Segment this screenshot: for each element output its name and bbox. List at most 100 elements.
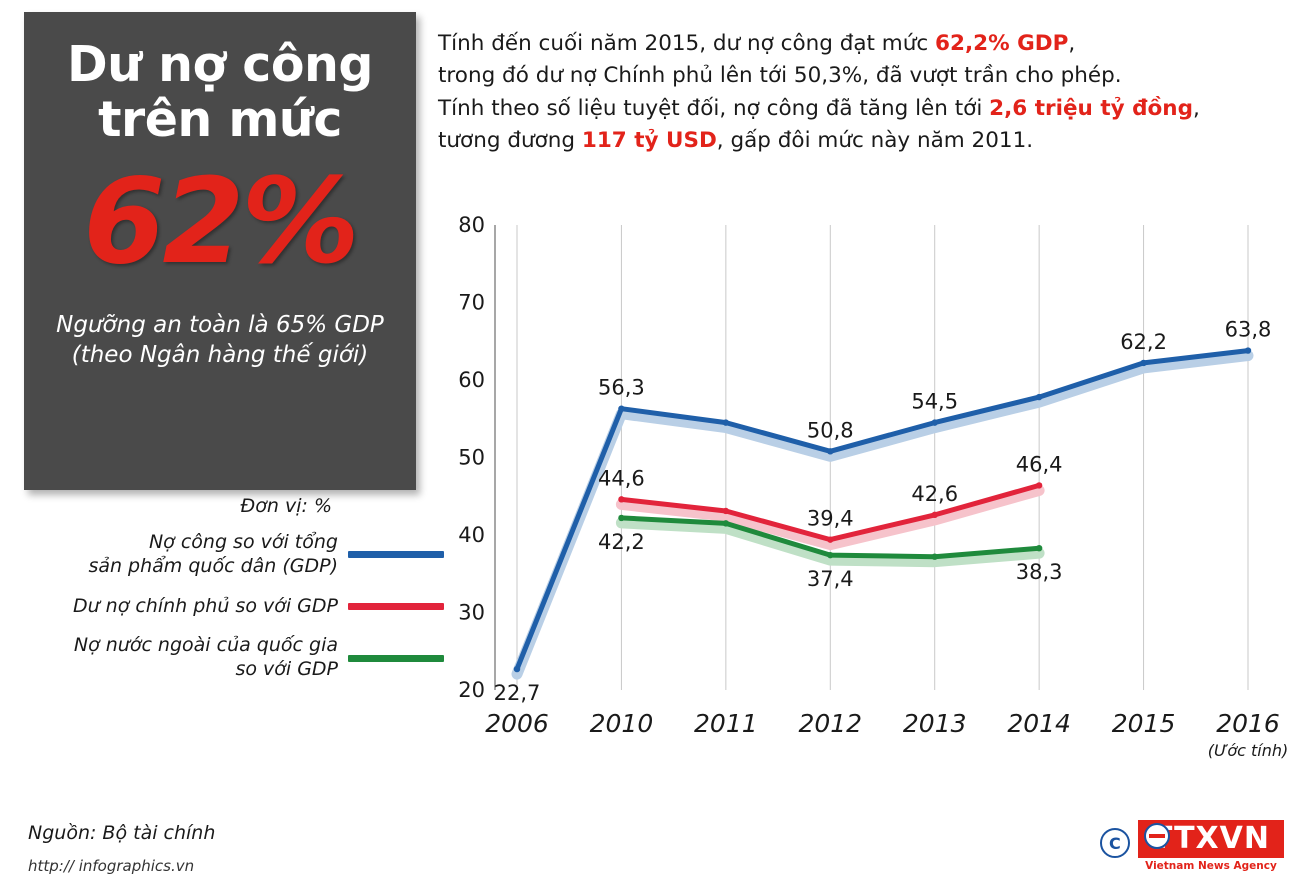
- series-point: [931, 553, 938, 560]
- chart-data-labels: 22,7 56,3 50,8 54,5 62,2 63,8 44,6 39,4 42,6 46,4…: [494, 318, 1272, 706]
- x-tick-label: 2013: [903, 709, 967, 738]
- data-label: 56,3: [598, 376, 645, 400]
- data-label: 42,2: [598, 530, 645, 554]
- y-tick-label: 70: [458, 291, 485, 315]
- data-label: 50,8: [807, 418, 854, 442]
- chart-legend: Đơn vị: % Nợ công so với tổng sản phẩm q…: [24, 495, 444, 698]
- x-tick-label: 2016: [1216, 709, 1280, 738]
- intro-paragraph: Tính đến cuối năm 2015, dư nợ công đạt m…: [438, 28, 1288, 157]
- series-point: [722, 507, 730, 515]
- data-label: 42,6: [911, 482, 958, 506]
- ttxvn-logo: C TTXVN Vietnam News Agency: [1099, 820, 1284, 872]
- data-label: 37,4: [807, 567, 854, 591]
- headline-subtext-line2: (theo Ngân hàng thế giới): [71, 342, 369, 369]
- chart-y-axis: 20 30 40 50 60 70 80: [458, 213, 485, 702]
- line-chart: 20 30 40 50 60 70 80 22,7 56,3 50,8 54,5 62,2 63,8 4…: [440, 205, 1290, 805]
- intro-line3-c: ,: [1192, 95, 1200, 121]
- x-tick-note: (Ước tính): [1208, 741, 1289, 760]
- intro-line2: trong đó dư nợ Chính phủ lên tới 50,3%, …: [438, 63, 1122, 89]
- legend-unit-label: Đơn vị: %: [240, 495, 332, 517]
- series-point: [1035, 393, 1043, 401]
- x-tick-label: 2014: [1007, 709, 1071, 738]
- y-tick-label: 50: [458, 446, 485, 470]
- logo-box: TTXVN Vietnam News Agency: [1137, 820, 1284, 872]
- data-label: 46,4: [1016, 452, 1063, 476]
- x-tick-label: 2015: [1112, 709, 1176, 738]
- legend-label-line1: Nợ công so với tổng: [148, 531, 338, 553]
- logo-subtitle: Vietnam News Agency: [1145, 860, 1277, 872]
- legend-swatch-green: [348, 654, 444, 662]
- intro-highlight-vnd: 2,6 triệu tỷ đồng: [989, 95, 1193, 121]
- website-url: http:// infographics.vn: [28, 857, 195, 875]
- headline-title-line1: Dư nợ công: [67, 36, 373, 93]
- data-label: 22,7: [494, 681, 541, 705]
- legend-item-public-debt: Nợ công so với tổng sản phẩm quốc dân (G…: [24, 531, 444, 579]
- line-chart-svg: 20 30 40 50 60 70 80 22,7 56,3 50,8 54,5 62,2 63,8 4…: [458, 213, 1288, 760]
- intro-line1-c: ,: [1068, 31, 1076, 56]
- legend-label-line2: so với GDP: [235, 658, 338, 680]
- intro-line3-a: Tính theo số liệu tuyệt đối, nợ công đã …: [438, 95, 990, 121]
- legend-item-foreign-debt: Nợ nước ngoài của quốc gia so với GDP: [24, 634, 444, 682]
- logo-wordmark-text: TTXVN: [1151, 821, 1270, 856]
- legend-item-foreign-debt-label: Nợ nước ngoài của quốc gia so với GDP: [74, 634, 348, 682]
- legend-item-government-debt-label: Dư nợ chính phủ so với GDP: [73, 595, 348, 619]
- intro-line4-a: tương đương: [438, 127, 582, 153]
- legend-item-public-debt-label: Nợ công so với tổng sản phẩm quốc dân (G…: [88, 531, 348, 579]
- x-tick-label: 2006: [485, 709, 549, 738]
- source-note: Nguồn: Bộ tài chính: [28, 822, 216, 844]
- series-point: [722, 520, 730, 527]
- logo-wordmark: TTXVN: [1137, 820, 1284, 858]
- legend-label-line1: Dư nợ chính phủ so với GDP: [72, 594, 338, 617]
- legend-label-line2: sản phẩm quốc dân (GDP): [88, 554, 338, 577]
- x-tick-label: 2012: [798, 709, 862, 738]
- intro-highlight-gdp-percent: 62,2% GDP: [935, 31, 1069, 56]
- y-tick-label: 60: [458, 368, 485, 392]
- globe-icon: [1143, 823, 1170, 849]
- data-label: 39,4: [807, 507, 854, 531]
- data-label: 62,2: [1120, 330, 1167, 354]
- y-tick-label: 30: [458, 601, 485, 625]
- series-point: [618, 514, 625, 522]
- intro-highlight-usd: 117 tỷ USD: [581, 127, 717, 153]
- series-point: [618, 496, 625, 503]
- headline-subtext: Ngưỡng an toàn là 65% GDP (theo Ngân hàn…: [24, 310, 416, 371]
- headline-subtext-line1: Ngưỡng an toàn là 65% GDP: [56, 311, 384, 338]
- series-point: [1140, 359, 1147, 367]
- copyright-icon: C: [1099, 828, 1130, 858]
- series-point: [931, 419, 938, 426]
- series-point: [827, 551, 834, 559]
- series-point: [1244, 347, 1252, 354]
- series-point: [618, 405, 625, 412]
- data-label: 54,5: [911, 390, 958, 414]
- legend-swatch-blue: [348, 551, 444, 559]
- intro-line4-c: , gấp đôi mức này năm 2011.: [716, 127, 1034, 153]
- y-tick-label: 20: [458, 678, 485, 702]
- series-halo: [615, 484, 1045, 551]
- series-point: [827, 536, 834, 543]
- series-line: [514, 348, 1251, 672]
- series-point: [722, 419, 730, 426]
- series-point: [1035, 482, 1043, 489]
- series-point: [513, 665, 521, 673]
- y-tick-label: 40: [458, 523, 485, 547]
- chart-series-group: [511, 347, 1254, 680]
- legend-swatch-red: [348, 602, 444, 610]
- legend-label-line1: Nợ nước ngoài của quốc gia: [73, 634, 338, 657]
- series-point: [827, 448, 834, 455]
- chart-gridlines: [494, 225, 1249, 690]
- series-point: [1035, 544, 1043, 552]
- series-halo: [615, 517, 1045, 568]
- series-point: [931, 511, 938, 519]
- data-label: 38,3: [1016, 560, 1063, 584]
- y-tick-label: 80: [458, 213, 485, 237]
- headline-title-line2: trên mức: [98, 90, 342, 148]
- series-halo: [511, 350, 1254, 680]
- chart-x-axis: 2006 2010 2011 2012 2013 2014 2015 2016 (Ước tín…: [485, 709, 1288, 760]
- x-tick-label: 2011: [694, 709, 758, 738]
- data-label: 44,6: [598, 466, 645, 490]
- x-tick-label: 2010: [590, 709, 654, 738]
- legend-item-government-debt: Dư nợ chính phủ so với GDP: [24, 595, 444, 619]
- headline-title: Dư nợ công trên mức: [24, 12, 416, 148]
- headline-big-number: 62%: [83, 151, 359, 290]
- data-label: 63,8: [1225, 318, 1272, 342]
